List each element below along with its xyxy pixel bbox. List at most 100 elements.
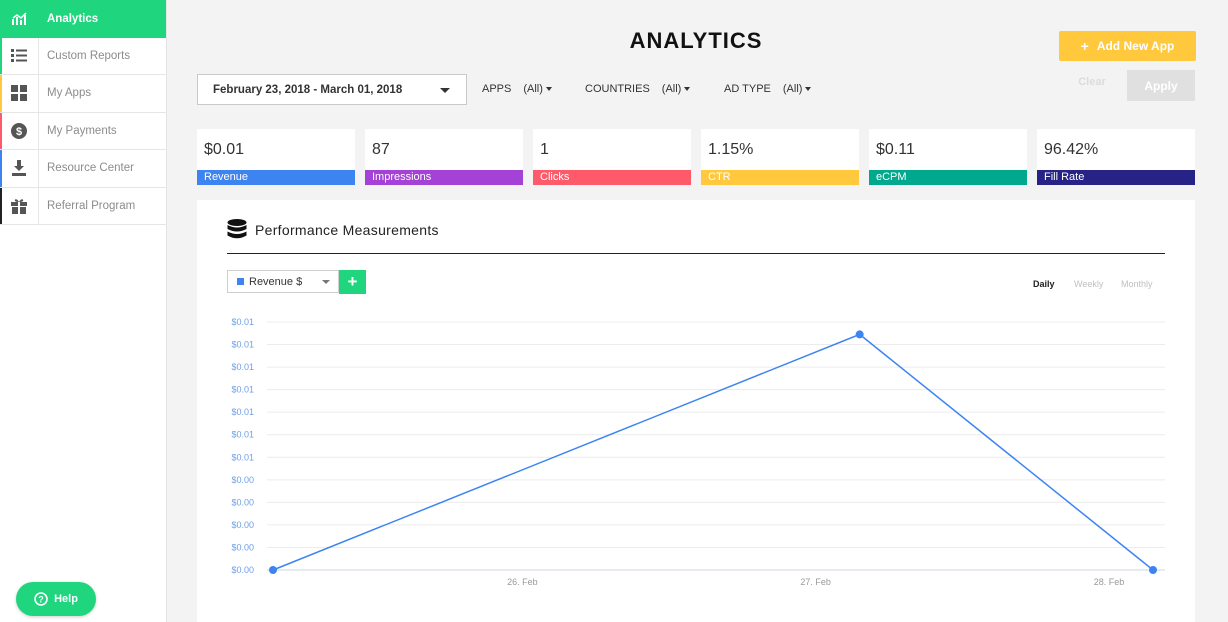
stat-card-revenue[interactable]: $0.01 Revenue bbox=[197, 129, 355, 185]
sidebar-item-strip bbox=[0, 75, 2, 112]
clear-button[interactable]: Clear bbox=[1078, 76, 1106, 88]
sidebar-item-strip bbox=[0, 187, 2, 224]
page-title: ANALYTICS bbox=[629, 28, 763, 53]
period-daily[interactable]: Daily bbox=[1033, 279, 1055, 289]
data-point bbox=[1149, 566, 1157, 574]
stat-value: $0.01 bbox=[204, 141, 245, 158]
sidebar-item-label: My Payments bbox=[47, 124, 117, 137]
revenue-line-chart: $0.01 $0.01 $0.01 $0.01 $0.01 $0.01 $0.01 $0.00… bbox=[231, 317, 1165, 587]
sidebar-item-strip bbox=[0, 37, 2, 74]
y-tick-label: $0.00 bbox=[231, 565, 254, 575]
stat-label: CTR bbox=[701, 170, 859, 185]
caret-down-icon bbox=[805, 87, 812, 91]
caret-down-icon bbox=[545, 87, 552, 91]
apps-filter-value: (All) bbox=[523, 83, 543, 95]
panel-title: Performance Measurements bbox=[255, 222, 439, 238]
download-icon bbox=[0, 150, 39, 187]
sidebar-item-referral-program[interactable]: Referral Program bbox=[0, 187, 166, 225]
plus-icon: + bbox=[347, 272, 358, 291]
stat-card-ctr[interactable]: 1.15% CTR bbox=[701, 129, 859, 185]
dollar-icon: $ bbox=[0, 112, 39, 149]
svg-text:?: ? bbox=[38, 595, 44, 605]
y-tick-label: $0.00 bbox=[231, 542, 254, 552]
apps-filter[interactable]: APPS (All) bbox=[482, 83, 552, 95]
apps-filter-label: APPS bbox=[482, 83, 512, 95]
apps-grid-icon bbox=[0, 75, 39, 112]
gift-icon bbox=[0, 187, 39, 224]
sidebar-item-label: Resource Center bbox=[47, 162, 134, 175]
date-range-value: February 23, 2018 - March 01, 2018 bbox=[213, 83, 403, 96]
stat-value: 96.42% bbox=[1044, 141, 1099, 158]
stat-label: Impressions bbox=[365, 170, 523, 185]
countries-filter[interactable]: COUNTRIES (All) bbox=[585, 83, 691, 95]
help-button[interactable]: ? Help bbox=[16, 582, 96, 616]
stat-label: Clicks bbox=[533, 170, 691, 185]
sidebar-item-resource-center[interactable]: Resource Center bbox=[0, 150, 166, 188]
stat-value: 1 bbox=[540, 141, 549, 158]
sidebar-item-strip bbox=[0, 112, 2, 149]
sidebar-item-label: Analytics bbox=[47, 12, 99, 25]
svg-text:$: $ bbox=[16, 126, 22, 138]
sidebar-item-label: Custom Reports bbox=[47, 49, 131, 62]
data-point bbox=[269, 566, 277, 574]
stat-value: 1.15% bbox=[708, 141, 754, 158]
stat-card-clicks[interactable]: 1 Clicks bbox=[533, 129, 691, 185]
analytics-icon bbox=[0, 0, 39, 38]
sidebar-item-my-apps[interactable]: My Apps bbox=[0, 75, 166, 113]
apply-button[interactable]: Apply bbox=[1127, 70, 1195, 101]
ad-type-filter-label: AD TYPE bbox=[724, 83, 771, 95]
add-new-app-label: Add New App bbox=[1096, 39, 1175, 53]
list-icon bbox=[0, 37, 39, 74]
x-tick-label: 26. Feb bbox=[507, 577, 538, 587]
y-tick-label: $0.01 bbox=[231, 340, 254, 350]
sidebar-item-my-payments[interactable]: $ My Payments bbox=[0, 112, 166, 150]
metric-select[interactable]: Revenue $ bbox=[227, 270, 339, 293]
sidebar-item-label: Referral Program bbox=[47, 199, 136, 212]
add-new-app-button[interactable]: + Add New App bbox=[1059, 31, 1196, 61]
stat-label: eCPM bbox=[869, 170, 1027, 185]
sidebar-item-analytics[interactable]: Analytics bbox=[0, 0, 166, 38]
data-point bbox=[855, 330, 864, 339]
period-monthly[interactable]: Monthly bbox=[1121, 279, 1153, 289]
ad-type-filter-value: (All) bbox=[782, 83, 803, 95]
add-metric-button[interactable]: + bbox=[339, 270, 366, 294]
panel-header: Performance Measurements bbox=[227, 219, 1165, 254]
ad-type-filter[interactable]: AD TYPE (All) bbox=[724, 83, 812, 95]
date-range-picker[interactable]: February 23, 2018 - March 01, 2018 bbox=[197, 74, 467, 105]
plus-icon: + bbox=[1080, 38, 1089, 54]
y-tick-label: $0.01 bbox=[231, 407, 254, 417]
sidebar-item-label: My Apps bbox=[47, 87, 92, 100]
help-icon: ? bbox=[34, 592, 48, 606]
y-tick-label: $0.00 bbox=[231, 497, 254, 507]
database-icon bbox=[227, 219, 247, 239]
performance-panel: Performance Measurements Revenue $ + Dai… bbox=[197, 200, 1195, 622]
y-tick-label: $0.01 bbox=[231, 317, 254, 327]
sidebar: Analytics Custom Reports My Apps $ My Pa… bbox=[0, 0, 167, 622]
metric-select-value: Revenue $ bbox=[249, 275, 303, 288]
sidebar-item-custom-reports[interactable]: Custom Reports bbox=[0, 37, 166, 75]
y-tick-label: $0.00 bbox=[231, 520, 254, 530]
y-tick-label: $0.01 bbox=[231, 362, 254, 372]
countries-filter-label: COUNTRIES bbox=[585, 83, 650, 95]
y-tick-label: $0.01 bbox=[231, 385, 254, 395]
stat-label: Fill Rate bbox=[1037, 170, 1195, 185]
series-line bbox=[272, 333, 1154, 571]
stat-card-impressions[interactable]: 87 Impressions bbox=[365, 129, 523, 185]
y-tick-label: $0.01 bbox=[231, 452, 254, 462]
period-weekly[interactable]: Weekly bbox=[1074, 279, 1104, 289]
caret-down-icon bbox=[440, 88, 450, 93]
x-tick-label: 28. Feb bbox=[1094, 577, 1125, 587]
countries-filter-value: (All) bbox=[661, 83, 682, 95]
caret-down-icon bbox=[322, 280, 330, 284]
sidebar-item-strip bbox=[0, 150, 2, 187]
help-label: Help bbox=[54, 593, 78, 605]
y-tick-label: $0.01 bbox=[231, 430, 254, 440]
stat-value: $0.11 bbox=[876, 141, 915, 158]
stat-card-fill-rate[interactable]: 96.42% Fill Rate bbox=[1037, 129, 1195, 185]
x-tick-label: 27. Feb bbox=[800, 577, 831, 587]
caret-down-icon bbox=[684, 87, 691, 91]
stat-label: Revenue bbox=[197, 170, 355, 185]
stat-card-ecpm[interactable]: $0.11 eCPM bbox=[869, 129, 1027, 185]
series-color-swatch bbox=[237, 278, 244, 285]
stat-value: 87 bbox=[372, 141, 390, 158]
